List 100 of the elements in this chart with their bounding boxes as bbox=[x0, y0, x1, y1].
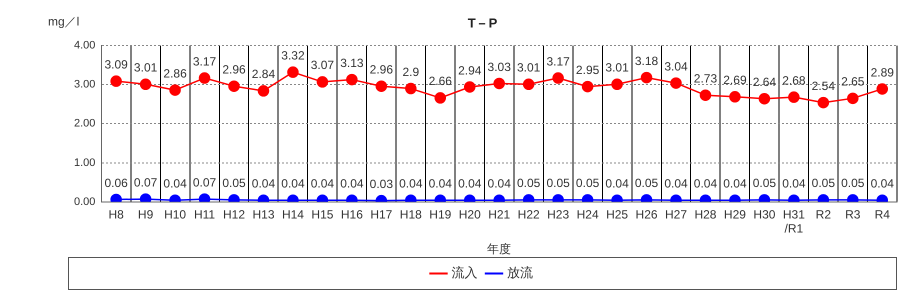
data-label: 0.03 bbox=[370, 176, 394, 191]
data-label: 3.32 bbox=[281, 48, 305, 62]
x-tick-label: H30 bbox=[753, 207, 776, 222]
x-tick-label: H20 bbox=[458, 207, 482, 222]
data-label: 3.17 bbox=[546, 54, 570, 68]
x-tick-label: H9 bbox=[138, 207, 154, 222]
data-label: 3.01 bbox=[516, 60, 541, 75]
x-tick-label: H16 bbox=[340, 207, 364, 222]
point bbox=[522, 78, 534, 90]
point bbox=[376, 80, 388, 92]
data-label: 2.66 bbox=[428, 74, 452, 88]
data-label: 0.05 bbox=[516, 176, 541, 190]
data-label: 3.01 bbox=[605, 60, 630, 75]
data-label: 0.04 bbox=[281, 176, 305, 191]
point bbox=[198, 72, 210, 84]
x-tick-label: H15 bbox=[311, 207, 334, 222]
x-tick-label: H12 bbox=[223, 207, 246, 222]
data-label: 3.13 bbox=[340, 56, 364, 70]
data-label: 3.07 bbox=[310, 58, 334, 72]
data-label: 0.04 bbox=[428, 176, 452, 191]
data-label: 0.04 bbox=[694, 176, 718, 191]
point bbox=[700, 89, 712, 101]
point bbox=[640, 72, 652, 84]
y-tick-label: 1.00 bbox=[74, 156, 96, 169]
data-label: 3.04 bbox=[664, 59, 688, 74]
data-label: 2.96 bbox=[370, 62, 394, 77]
data-label: 0.04 bbox=[163, 176, 188, 191]
data-label: 2.95 bbox=[576, 62, 600, 77]
point bbox=[110, 75, 122, 87]
x-tick-label: H17 bbox=[370, 207, 393, 222]
data-label: 2.73 bbox=[694, 72, 718, 86]
x-tick-label: H31 /R1 bbox=[782, 207, 806, 236]
data-label: 0.04 bbox=[664, 176, 688, 191]
point bbox=[287, 66, 299, 78]
point bbox=[169, 84, 181, 96]
data-label: 0.04 bbox=[870, 176, 894, 191]
x-tick-label: H29 bbox=[724, 207, 746, 222]
data-label: 0.05 bbox=[812, 176, 836, 190]
point bbox=[729, 91, 741, 103]
data-label: 0.07 bbox=[134, 175, 158, 190]
data-label: 0.04 bbox=[488, 176, 512, 191]
chart-title: T－P bbox=[468, 15, 498, 30]
x-tick-label: R4 bbox=[874, 207, 890, 222]
x-tick-label: R2 bbox=[816, 207, 832, 222]
point bbox=[818, 96, 830, 108]
x-tick-label: H19 bbox=[429, 207, 452, 222]
point bbox=[258, 85, 270, 97]
point bbox=[140, 78, 152, 90]
point bbox=[788, 91, 800, 103]
y-tick-label: 3.00 bbox=[74, 78, 96, 91]
x-tick-label: H23 bbox=[547, 207, 570, 222]
x-tick-label: H13 bbox=[252, 207, 275, 222]
data-label: 0.05 bbox=[752, 176, 776, 190]
point bbox=[876, 83, 888, 95]
data-label: 3.03 bbox=[488, 60, 512, 74]
data-label: 2.94 bbox=[458, 63, 482, 78]
point bbox=[346, 74, 358, 86]
point bbox=[316, 76, 328, 88]
x-tick-label: H25 bbox=[606, 207, 628, 222]
point bbox=[228, 80, 240, 92]
data-label: 0.04 bbox=[399, 176, 423, 191]
data-label: 0.04 bbox=[310, 176, 334, 191]
x-tick-label: H24 bbox=[576, 207, 599, 222]
data-label: 3.09 bbox=[104, 57, 128, 72]
data-label: 2.84 bbox=[252, 67, 276, 82]
point bbox=[434, 92, 446, 104]
x-tick-label: R3 bbox=[845, 207, 861, 222]
data-label: 0.05 bbox=[634, 176, 659, 190]
data-label: 0.05 bbox=[841, 176, 865, 190]
x-tick-label: H10 bbox=[164, 207, 186, 222]
data-label: 2.89 bbox=[870, 65, 894, 80]
point bbox=[493, 78, 505, 90]
y-tick-label: 0.00 bbox=[74, 196, 96, 208]
data-label: 0.05 bbox=[546, 176, 570, 190]
y-tick-label: 2.00 bbox=[74, 118, 96, 130]
x-tick-label: H18 bbox=[400, 207, 422, 222]
x-tick-label: H28 bbox=[694, 207, 717, 222]
data-label: 0.04 bbox=[782, 176, 806, 191]
x-tick-label: H27 bbox=[664, 207, 688, 222]
point bbox=[611, 78, 623, 90]
data-label: 2.64 bbox=[752, 75, 776, 90]
data-label: 0.04 bbox=[458, 176, 482, 191]
y-axis-title: mg／l bbox=[48, 14, 80, 28]
data-label: 2.9 bbox=[402, 64, 420, 79]
data-label: 2.86 bbox=[163, 66, 188, 80]
data-label: 3.17 bbox=[192, 54, 217, 68]
data-label: 0.04 bbox=[340, 176, 364, 191]
data-label: 0.04 bbox=[605, 176, 630, 191]
x-tick-label: H26 bbox=[636, 207, 658, 222]
point bbox=[405, 82, 417, 94]
x-tick-label: H14 bbox=[282, 207, 304, 222]
point bbox=[464, 81, 476, 93]
point bbox=[582, 80, 594, 92]
point bbox=[758, 92, 770, 104]
data-label: 2.54 bbox=[812, 78, 836, 93]
x-tick-label: H21 bbox=[488, 207, 511, 222]
legend-label: 流入 bbox=[452, 265, 478, 280]
y-tick-label: 4.00 bbox=[74, 40, 96, 52]
data-label: 0.04 bbox=[723, 176, 747, 191]
x-tick-label: H8 bbox=[108, 207, 124, 222]
